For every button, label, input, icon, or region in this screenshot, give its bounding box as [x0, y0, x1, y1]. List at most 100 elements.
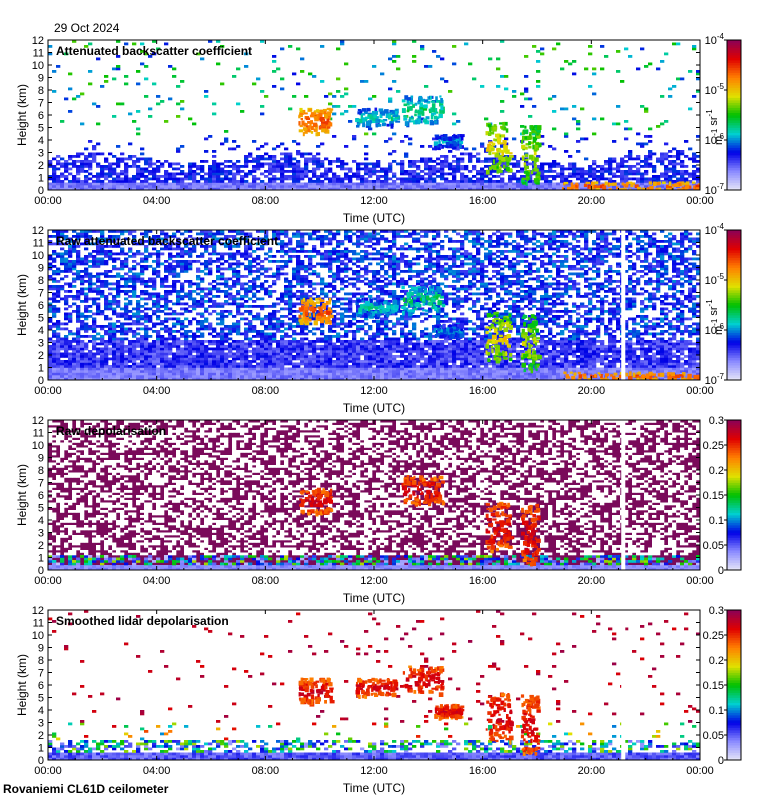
- cloud-layer-3: [401, 285, 446, 316]
- colorbar: 0 0.05 0.1 0.15 0.2 0.25 0.3: [703, 415, 742, 577]
- colorbar-tick-label: 10-4: [705, 222, 725, 237]
- y-tick-label: 0: [38, 755, 44, 767]
- panel-1: Attenuated backscatter coefficient 00:00 0…: [15, 32, 742, 225]
- y-tick-label: 6: [38, 300, 44, 312]
- x-tick-label: 12:00: [360, 385, 388, 397]
- colorbar-tick-label: 0.15: [703, 680, 724, 692]
- y-tick-label: 9: [38, 263, 44, 275]
- x-tick-label: 08:00: [252, 195, 280, 207]
- y-tick-label: 2: [38, 160, 44, 172]
- x-tick-label: 00:00: [686, 195, 714, 207]
- cloud-layer-1: [298, 297, 334, 326]
- y-tick-label: 6: [38, 680, 44, 692]
- cloud-layer-2: [355, 297, 399, 320]
- y-tick-label: 7: [38, 668, 44, 680]
- x-tick-label: 04:00: [143, 195, 171, 207]
- y-tick-label: 4: [38, 135, 44, 147]
- x-tick-label: 04:00: [143, 765, 171, 777]
- cloud-layer-1: [298, 677, 335, 707]
- panel-title: Attenuated backscatter coefficient: [56, 44, 252, 58]
- cloud-layer-4: [434, 703, 465, 721]
- x-tick-label: 16:00: [469, 575, 497, 587]
- x-tick-label: 20:00: [578, 195, 606, 207]
- cloud-layer-5: [485, 121, 514, 175]
- x-axis-label: Time (UTC): [343, 401, 405, 415]
- colorbar-tick-label: 0.1: [709, 515, 724, 527]
- heatmap-field: [48, 230, 700, 380]
- y-axis-label: Height (km): [15, 84, 29, 146]
- colorbar-tick-label: 0.3: [709, 415, 724, 427]
- colorbar-tick-label: 0.05: [703, 540, 724, 552]
- colorbar-frame: [726, 39, 742, 191]
- x-tick-label: 00:00: [34, 575, 62, 587]
- x-tick-label: 20:00: [578, 765, 606, 777]
- y-tick-label: 2: [38, 350, 44, 362]
- y-tick-label: 3: [38, 718, 44, 730]
- cloud-layer-5: [485, 311, 513, 364]
- x-tick-label: 04:00: [143, 385, 171, 397]
- y-tick-label: 11: [33, 618, 44, 630]
- cloud-layer-6: [520, 125, 542, 186]
- panel-title: Smoothed lidar depolarisation: [56, 614, 229, 628]
- x-tick-label: 16:00: [469, 765, 497, 777]
- colorbar-tick-label: 10-6: [705, 132, 725, 147]
- colorbar-tick-label: 10-6: [705, 322, 725, 337]
- site-label: Rovaniemi CL61D ceilometer: [3, 782, 169, 796]
- cloud-layer-4: [433, 323, 465, 340]
- x-tick-label: 20:00: [578, 575, 606, 587]
- y-tick-label: 1: [38, 363, 44, 375]
- colorbar-unit: m-1 sr-1: [705, 299, 725, 335]
- y-tick-label: 4: [38, 515, 44, 527]
- y-tick-label: 12: [32, 605, 44, 617]
- y-tick-label: 2: [38, 540, 44, 552]
- x-tick-label: 16:00: [469, 195, 497, 207]
- x-tick-label: 08:00: [252, 765, 280, 777]
- y-tick-label: 5: [38, 123, 44, 135]
- y-tick-label: 5: [38, 693, 44, 705]
- y-tick-label: 5: [38, 313, 44, 325]
- y-tick-label: 11: [33, 238, 44, 250]
- colorbar-tick-label: 0.3: [709, 605, 724, 617]
- y-tick-label: 11: [33, 428, 44, 440]
- cloud-layer-6: [520, 694, 541, 756]
- x-tick-label: 00:00: [34, 385, 62, 397]
- x-tick-label: 00:00: [34, 195, 62, 207]
- cloud-layer-1: [298, 107, 334, 137]
- colorbar-tick-label: 10-5: [705, 272, 725, 287]
- cloud-layer-5: [485, 692, 514, 745]
- cloud-layer-2: [401, 475, 446, 507]
- colorbar: 0 0.05 0.1 0.15 0.2 0.25 0.3: [703, 605, 742, 767]
- y-tick-label: 4: [38, 325, 44, 337]
- cloud-layer-7: [563, 371, 700, 380]
- y-tick-label: 10: [32, 630, 44, 642]
- x-tick-label: 12:00: [360, 765, 388, 777]
- x-tick-label: 00:00: [686, 575, 714, 587]
- y-axis-label: Height (km): [15, 654, 29, 716]
- y-tick-label: 1: [38, 553, 44, 565]
- colorbar-tick-label: 10-5: [705, 82, 725, 97]
- y-tick-label: 3: [38, 338, 44, 350]
- y-tick-label: 8: [38, 465, 44, 477]
- colorbar-tick-label: 10-7: [705, 372, 725, 387]
- x-tick-label: 08:00: [252, 385, 280, 397]
- y-tick-label: 8: [38, 275, 44, 287]
- colorbar-tick-label: 0.1: [709, 705, 724, 717]
- colorbar-tick-label: 10-7: [705, 182, 725, 197]
- x-tick-label: 20:00: [578, 385, 606, 397]
- data-gap: [621, 610, 626, 760]
- y-tick-label: 3: [38, 528, 44, 540]
- x-tick-label: 00:00: [686, 765, 714, 777]
- y-tick-label: 7: [38, 98, 44, 110]
- data-gap: [621, 230, 626, 380]
- panel-2: Raw attenuated backscatter coefficient00…: [15, 222, 742, 415]
- panel-title: Raw depolarisation: [56, 424, 166, 438]
- heatmap-field: [48, 40, 700, 190]
- cloud-layer-6: [520, 314, 542, 374]
- colorbar-tick-label: 0.25: [703, 440, 724, 452]
- cloud-layer-2: [355, 107, 401, 129]
- y-axis-label: Height (km): [15, 464, 29, 526]
- y-tick-label: 9: [38, 453, 44, 465]
- y-tick-label: 10: [32, 250, 44, 262]
- panel-4: Smoothed lidar depolarisation 00:00 04:00 0…: [15, 605, 742, 795]
